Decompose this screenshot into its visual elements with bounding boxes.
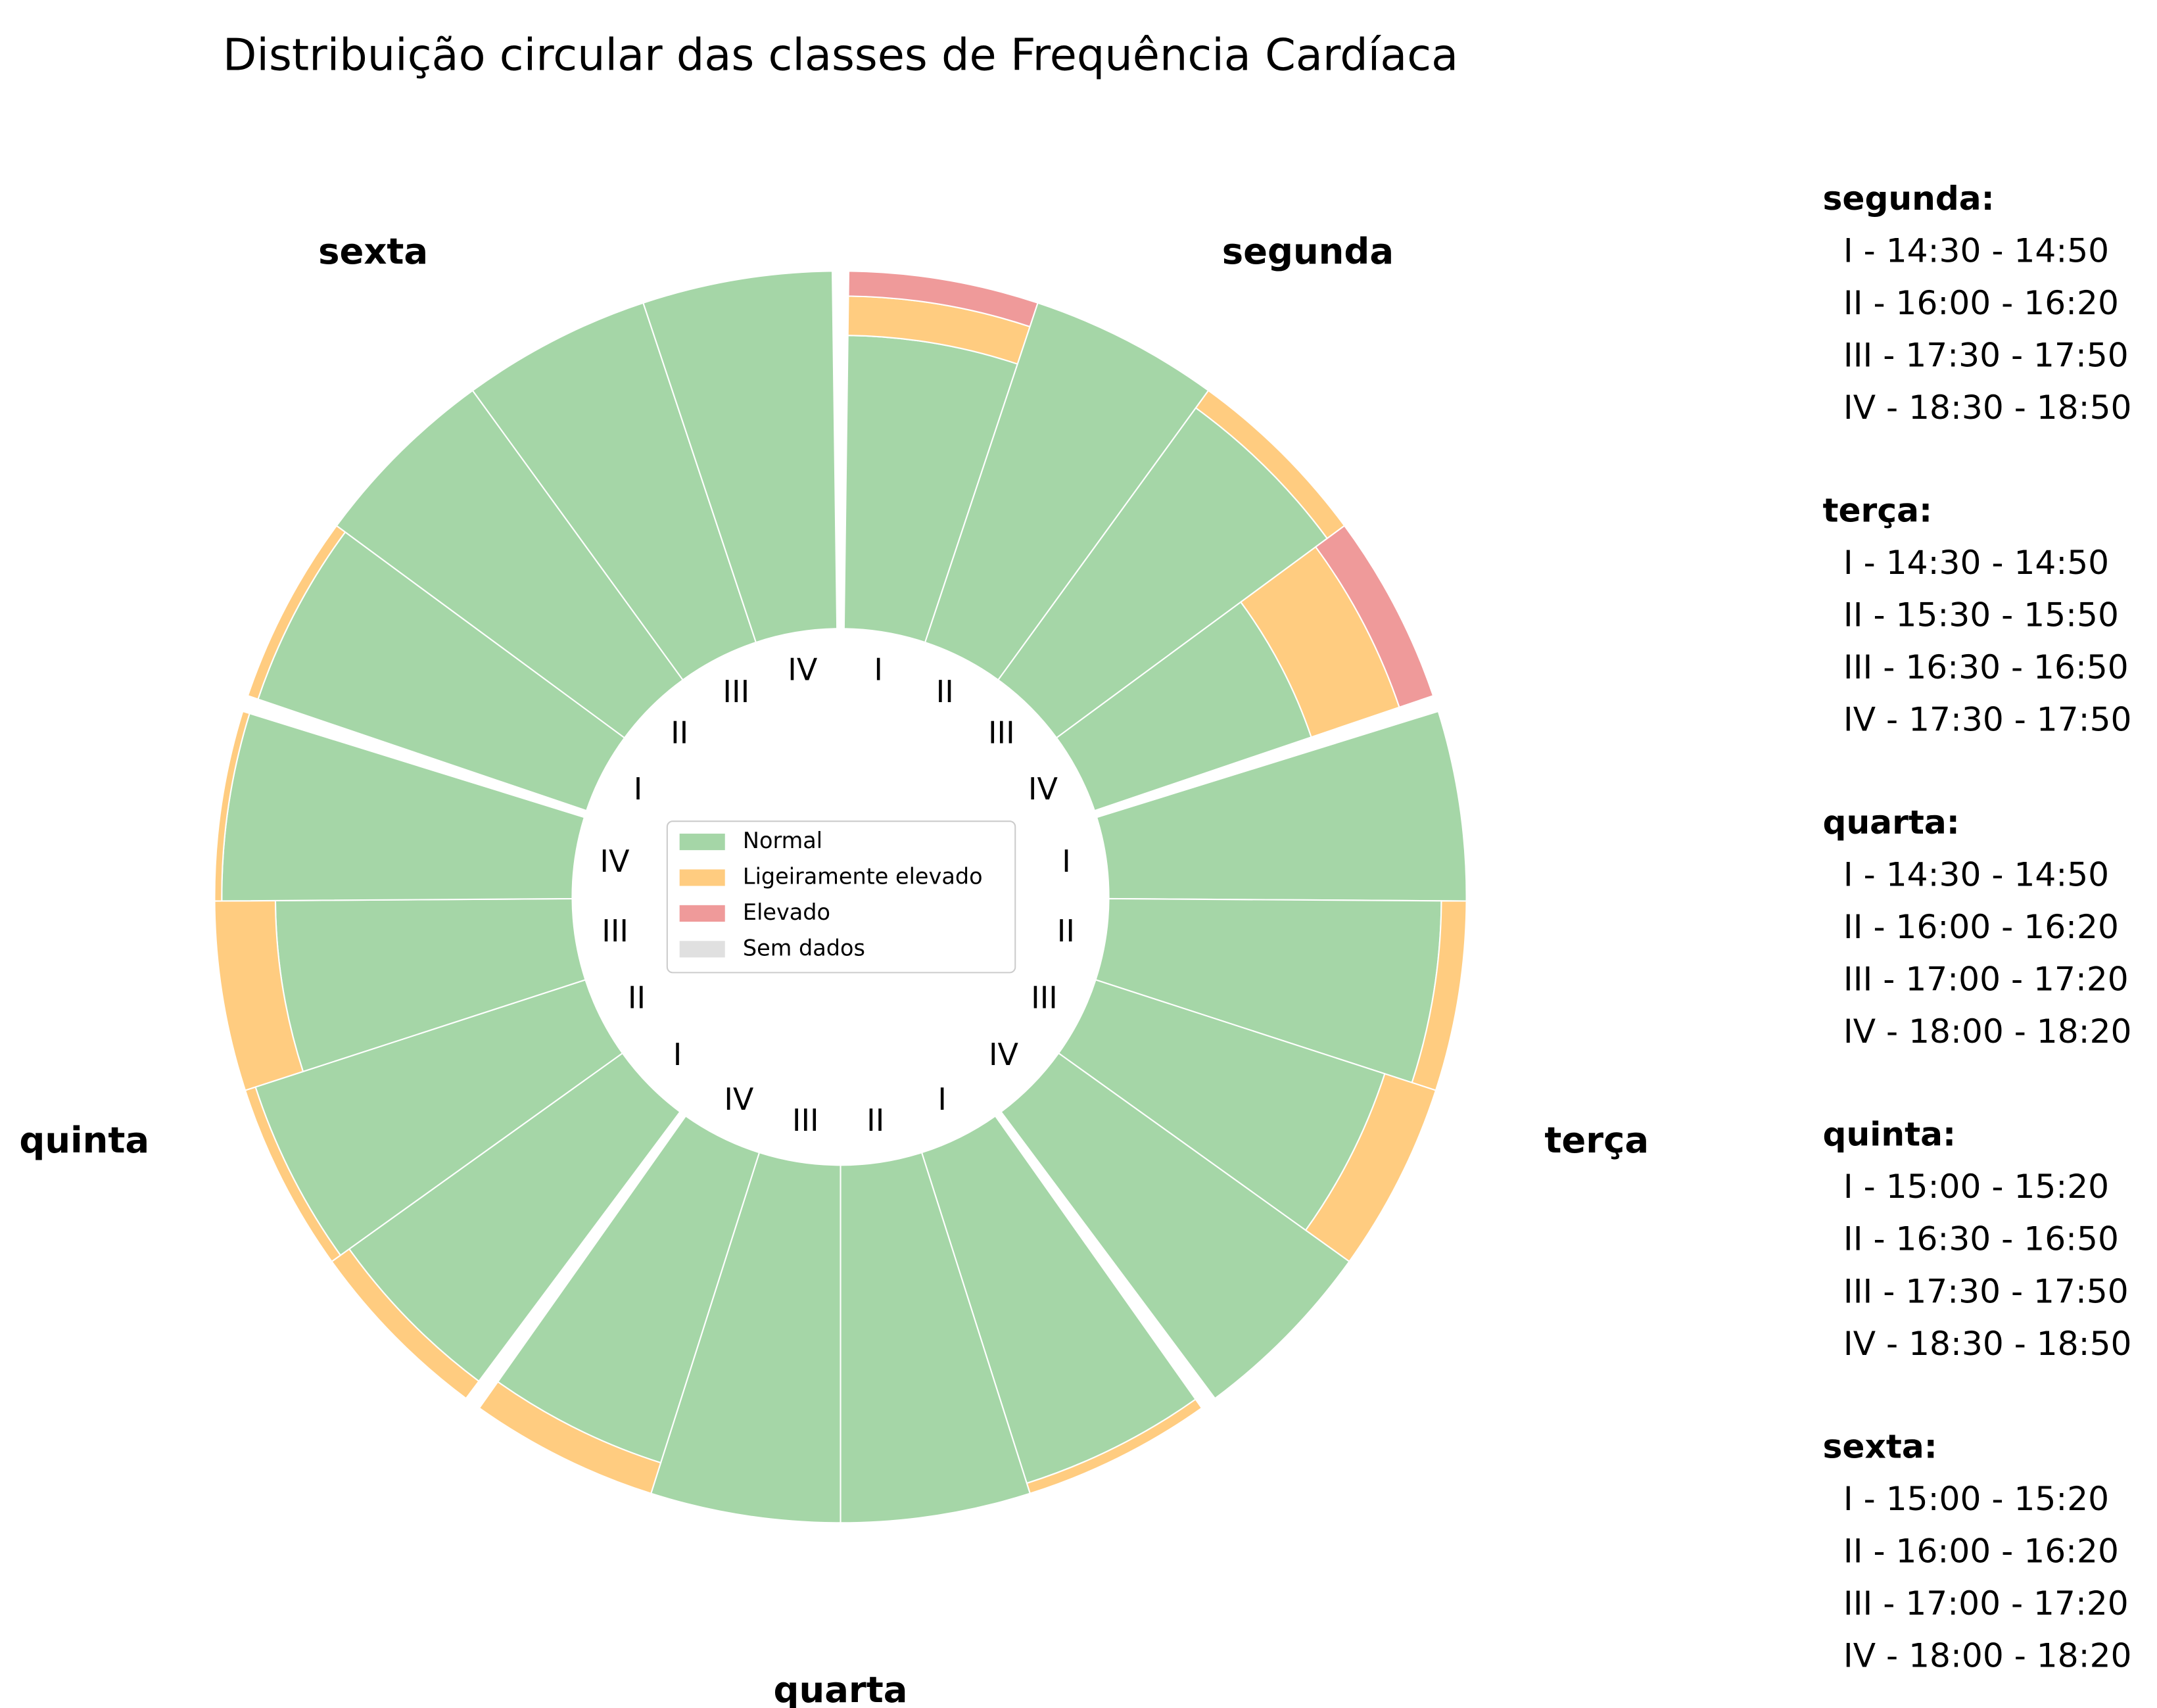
bars [214,270,1467,1524]
schedule-day: quarta: [1823,803,1960,842]
legend-swatch [679,869,725,886]
bar-segment [642,270,838,644]
legend: Normal Ligeiramente elevado Elevado Sem dad… [666,820,1016,974]
period-label: III [1031,980,1058,1015]
period-label: III [602,913,628,949]
schedule-day: sexta: [1823,1427,1937,1465]
schedule-item: I - 15:00 - 15:20 [1843,1479,2109,1518]
schedule-item: II - 16:30 - 16:50 [1843,1220,2119,1258]
day-label: sexta [318,231,428,272]
period-label: II [1057,913,1075,949]
schedule-item: IV - 17:30 - 17:50 [1843,700,2132,739]
period-label: II [628,980,646,1015]
schedule-item: II - 16:00 - 16:20 [1843,1531,2119,1570]
legend-box [666,820,1016,974]
bar-segment [1314,525,1434,709]
period-label: I [874,652,883,687]
period-label: I [937,1081,947,1117]
schedule-day: quinta: [1823,1115,1956,1154]
period-label: II [936,674,954,709]
schedule-item: I - 14:30 - 14:50 [1843,543,2109,582]
period-label: I [673,1037,682,1072]
period-label: IV [989,1037,1019,1072]
schedule-item: III - 17:00 - 17:20 [1843,960,2129,999]
schedule-day: terça: [1823,491,1933,530]
schedule-item: III - 17:00 - 17:20 [1843,1584,2129,1623]
legend-label: Sem dados [743,935,865,961]
legend-swatch [679,941,725,958]
period-label: II [671,715,688,750]
period-label: IV [600,843,630,879]
schedule-item: I - 14:30 - 14:50 [1843,231,2109,270]
schedule-item: IV - 18:00 - 18:20 [1843,1636,2132,1674]
labels: segundaIIIIIIIVterçaIIIIIIIVquartaIIIIII… [19,231,1649,1708]
chart-title: Distribuição circular das classes de Fre… [223,29,1458,80]
bar-segment [214,710,250,902]
schedule-item: II - 15:30 - 15:50 [1843,596,2119,634]
period-label: I [1062,843,1071,879]
schedule-item: II - 16:00 - 16:20 [1843,907,2119,946]
day-label: quarta [774,1669,908,1708]
legend-swatch [679,834,725,851]
schedule: segunda: I - 14:30 - 14:50 II - 16:00 - 16… [1823,179,2132,1674]
day-label: terça [1544,1120,1649,1161]
day-label: segunda [1222,231,1394,272]
schedule-item: IV - 18:30 - 18:50 [1843,388,2132,427]
schedule-item: II - 16:00 - 16:20 [1843,283,2119,322]
bar-segment [478,1381,662,1494]
legend-label: Normal [743,828,822,853]
period-label: III [723,674,749,709]
period-label: I [634,771,643,807]
period-label: II [866,1103,884,1138]
legend-label: Ligeiramente elevado [743,863,983,889]
schedule-day: segunda: [1823,179,1995,218]
schedule-item: I - 14:30 - 14:50 [1843,855,2109,894]
legend-swatch [679,905,725,922]
schedule-item: III - 17:30 - 17:50 [1843,1271,2129,1310]
period-label: III [792,1103,819,1138]
schedule-item: III - 16:30 - 16:50 [1843,648,2129,686]
schedule-item: I - 15:00 - 15:20 [1843,1167,2109,1206]
schedule-item: IV - 18:00 - 18:20 [1843,1012,2132,1051]
period-label: IV [788,652,818,687]
period-label: IV [1028,771,1058,807]
period-label: III [988,715,1015,750]
day-label: quinta [19,1120,149,1161]
schedule-item: IV - 18:30 - 18:50 [1843,1324,2132,1363]
period-label: IV [724,1081,754,1117]
legend-label: Elevado [743,899,830,925]
schedule-item: III - 17:30 - 17:50 [1843,336,2129,375]
